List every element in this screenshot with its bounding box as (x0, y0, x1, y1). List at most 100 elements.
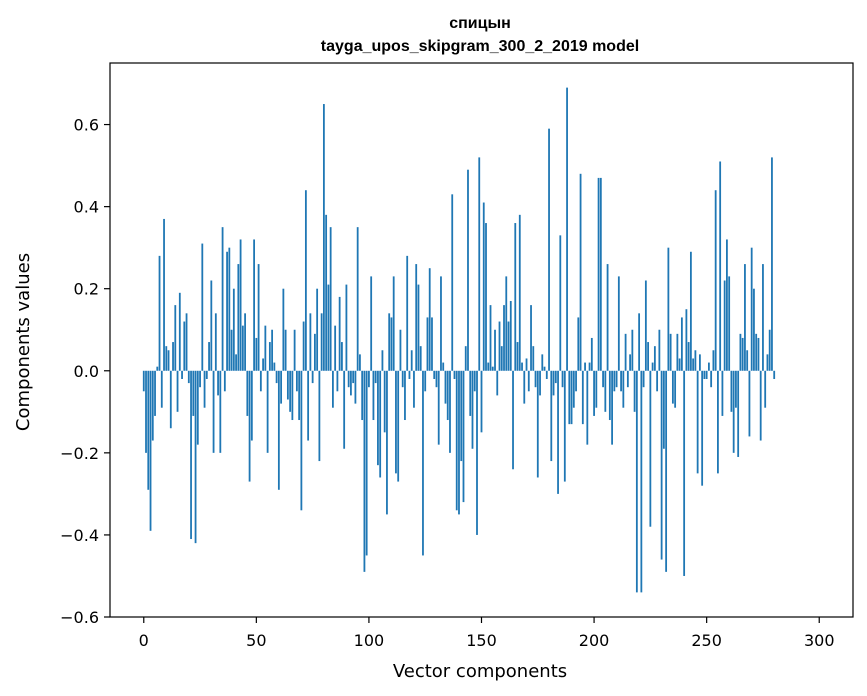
bar (338, 296, 341, 371)
bar (480, 370, 483, 433)
bar (523, 370, 526, 404)
bar (442, 362, 445, 371)
bar (181, 370, 183, 379)
bar (635, 370, 638, 593)
bar (701, 370, 704, 486)
bar (322, 104, 325, 371)
x-tick-label: 50 (246, 631, 266, 650)
bar (167, 350, 170, 371)
bar (248, 370, 251, 482)
bar (334, 325, 337, 371)
bar (390, 317, 393, 371)
bar (259, 370, 262, 392)
bar (572, 370, 575, 408)
bar (300, 370, 303, 511)
bar (552, 370, 555, 396)
bar (291, 370, 294, 421)
bar (361, 370, 364, 421)
bar (629, 354, 631, 371)
bar (246, 370, 249, 416)
bar (392, 276, 395, 371)
bar (183, 321, 186, 371)
bar (516, 342, 519, 371)
bar (147, 370, 150, 490)
bar (329, 227, 332, 371)
bar (768, 329, 771, 371)
bar (586, 370, 589, 445)
bar (235, 354, 237, 371)
y-tick-label: −0.6 (60, 608, 99, 627)
bar (241, 325, 244, 371)
bar (158, 255, 161, 371)
bar (469, 370, 472, 416)
bar (336, 370, 339, 392)
bar (149, 370, 152, 531)
bar (696, 370, 699, 474)
bar (665, 370, 668, 572)
bar (350, 370, 352, 396)
bar (620, 370, 622, 392)
bar (395, 370, 397, 474)
bar (719, 161, 722, 371)
bar (451, 194, 454, 371)
bar (606, 264, 609, 371)
bar (703, 370, 706, 379)
bar (730, 370, 733, 412)
bar (599, 177, 602, 371)
bar (365, 370, 368, 556)
bar (685, 309, 688, 371)
bar (728, 276, 731, 371)
x-axis-label: Vector components (393, 661, 567, 682)
bar (226, 251, 228, 371)
bar (437, 370, 440, 445)
bar (590, 337, 593, 371)
bar (194, 370, 197, 544)
bar (611, 370, 613, 445)
bar (496, 370, 499, 396)
bar (192, 370, 195, 416)
bar (500, 346, 503, 371)
bar (485, 223, 487, 371)
bar (163, 218, 165, 371)
y-tick-label: 0.2 (74, 280, 99, 299)
bar (293, 329, 296, 371)
bar (692, 358, 695, 371)
bar (455, 370, 458, 511)
bar (514, 223, 517, 371)
bar (667, 247, 670, 371)
bar (212, 370, 215, 453)
bar (471, 370, 474, 449)
bar (613, 370, 616, 392)
bar (467, 169, 469, 371)
bar (676, 333, 679, 371)
bar (525, 358, 528, 371)
bar (406, 255, 409, 371)
bar (277, 370, 280, 490)
bar (230, 329, 233, 371)
bar (669, 333, 672, 371)
bar (250, 370, 253, 441)
bar (491, 366, 494, 371)
bar (264, 325, 267, 371)
bar (714, 190, 717, 371)
bar (255, 337, 258, 371)
bar (413, 370, 415, 408)
bar (352, 370, 355, 384)
bar (744, 264, 746, 371)
x-tick-label: 200 (579, 631, 610, 650)
bar (205, 370, 208, 379)
bar (503, 305, 505, 371)
bar (275, 370, 278, 384)
bar (253, 239, 255, 371)
bar (280, 370, 283, 404)
bar (368, 370, 370, 388)
bar (142, 370, 145, 392)
bar (151, 370, 154, 441)
bar (671, 370, 674, 404)
bar (566, 87, 568, 371)
bar (602, 370, 604, 388)
bar (739, 333, 742, 371)
bar (732, 370, 735, 453)
